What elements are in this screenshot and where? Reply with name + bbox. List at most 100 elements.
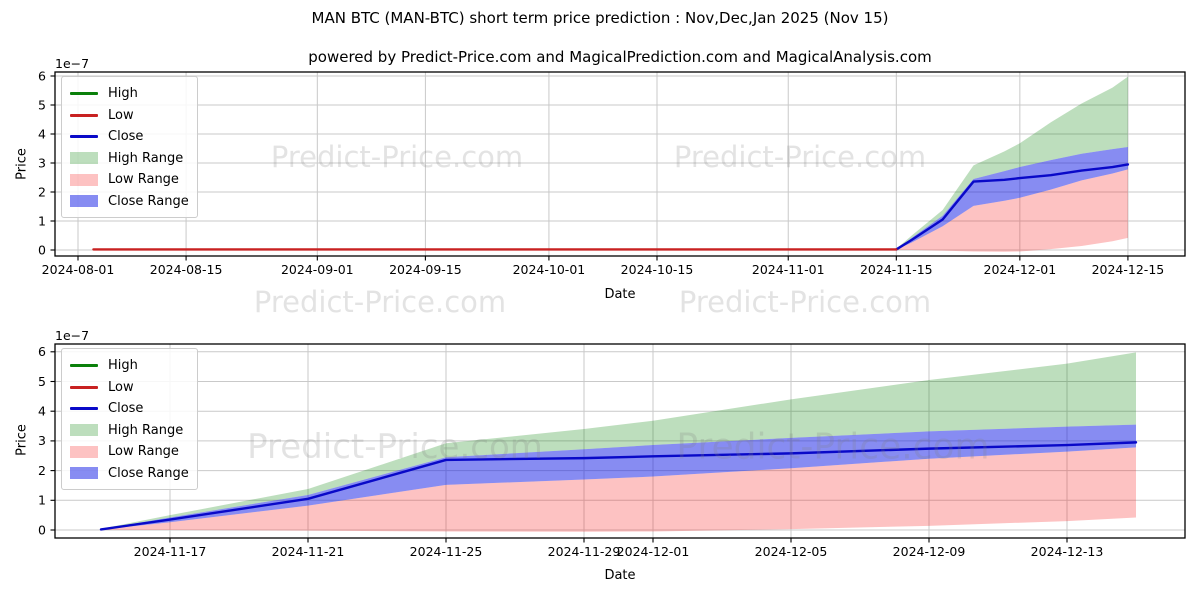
legend-item-close-range: Close Range bbox=[62, 463, 197, 485]
x-tick-label: 2024-11-15 bbox=[860, 262, 933, 277]
legend-patch-swatch bbox=[70, 195, 98, 208]
y-tick-label: 5 bbox=[38, 97, 46, 112]
legend-label: Low Range bbox=[108, 444, 179, 460]
legend-line-swatch bbox=[70, 113, 98, 117]
y-tick-label: 0 bbox=[38, 242, 46, 257]
line-close bbox=[99, 441, 1138, 531]
y-tick-label: 2 bbox=[38, 463, 46, 478]
legend-label: Low bbox=[108, 379, 134, 395]
x-tick-label: 2024-12-09 bbox=[893, 544, 966, 559]
legend-label: Close Range bbox=[108, 193, 189, 209]
y-tick-label: 4 bbox=[38, 126, 46, 141]
y-tick-label: 1 bbox=[38, 213, 46, 228]
legend-label: Close Range bbox=[108, 465, 189, 481]
y-tick-label: 3 bbox=[38, 433, 46, 448]
legend-patch-swatch bbox=[70, 424, 98, 437]
y-axis-label-bottom: Price bbox=[14, 424, 30, 456]
ticks-prediction-zoom-chart: 2024-11-17 2024-11-21 2024-11-25 2024-11-29… bbox=[38, 344, 1103, 559]
figure-title: MAN BTC (MAN-BTC) short term price predi… bbox=[311, 9, 889, 27]
legend-item-low: Low bbox=[62, 377, 197, 399]
legend-item-high: High bbox=[62, 83, 197, 105]
legend-item-close-range: Close Range bbox=[62, 191, 197, 213]
x-tick-label: 2024-12-01 bbox=[984, 262, 1057, 277]
y-tick-label: 1 bbox=[38, 493, 46, 508]
watermark-text: Predict-Price.com bbox=[674, 140, 926, 174]
legend-patch-swatch bbox=[70, 467, 98, 480]
x-tick-label: 2024-11-01 bbox=[752, 262, 825, 277]
legend-label: Close bbox=[108, 401, 144, 417]
axes-overview-chart: 2024-08-01 2024-08-15 2024-09-01 2024-09-15… bbox=[38, 68, 1186, 277]
x-tick-label: 2024-09-01 bbox=[281, 262, 354, 277]
x-tick-label: 2024-12-15 bbox=[1092, 262, 1165, 277]
legend-label: Low Range bbox=[108, 172, 179, 188]
spines-overview-chart bbox=[54, 71, 1186, 257]
y-axis-label-top: Price bbox=[14, 148, 30, 180]
y-tick-label: 0 bbox=[38, 522, 46, 537]
watermark-text: Predict-Price.com bbox=[271, 140, 523, 174]
legend-item-close: Close bbox=[62, 126, 197, 148]
legend-item-high: High bbox=[62, 355, 197, 377]
ticks-overview-chart: 2024-08-01 2024-08-15 2024-09-01 2024-09-15… bbox=[38, 68, 1164, 277]
x-tick-label: 2024-09-15 bbox=[389, 262, 462, 277]
y-tick-label: 6 bbox=[38, 68, 46, 83]
line-close bbox=[895, 163, 1130, 251]
grid-overview-chart bbox=[55, 72, 1185, 256]
legend-patch-swatch bbox=[70, 173, 98, 186]
band-high-range bbox=[896, 76, 1128, 250]
watermark-text: Predict-Price.com bbox=[254, 285, 506, 319]
x-tick-label: 2024-11-21 bbox=[272, 544, 345, 559]
legend-item-low-range: Low Range bbox=[62, 441, 197, 463]
plot-area-prediction-zoom-chart bbox=[99, 352, 1138, 532]
legend-item-high-range: High Range bbox=[62, 148, 197, 170]
x-axis-label-top: Date bbox=[604, 287, 636, 302]
legend-line-swatch bbox=[70, 385, 98, 389]
legend-line-swatch bbox=[70, 364, 98, 368]
y-tick-label: 4 bbox=[38, 404, 46, 419]
legend-label: Low bbox=[108, 107, 134, 123]
legend-patch-swatch bbox=[70, 152, 98, 165]
watermark-text: Predict-Price.com bbox=[247, 427, 543, 467]
legend-item-low-range: Low Range bbox=[62, 169, 197, 191]
x-tick-label: 2024-11-17 bbox=[134, 544, 207, 559]
watermark-text: Predict-Price.com bbox=[679, 285, 931, 319]
y-tick-label: 6 bbox=[38, 344, 46, 359]
legend-label: High bbox=[108, 86, 138, 102]
x-tick-label: 2024-10-15 bbox=[621, 262, 694, 277]
band-low-range bbox=[101, 447, 1136, 532]
legend-label: Close bbox=[108, 129, 144, 145]
legend-line-swatch bbox=[70, 407, 98, 411]
legend-patch-swatch bbox=[70, 445, 98, 458]
powered-by-subtitle: powered by Predict-Price.com and Magical… bbox=[308, 48, 932, 66]
band-low-range bbox=[896, 169, 1128, 252]
y-tick-label: 3 bbox=[38, 155, 46, 170]
legend-line-swatch bbox=[70, 135, 98, 139]
x-tick-label: 2024-12-01 bbox=[617, 544, 690, 559]
legend-label: High Range bbox=[108, 150, 184, 166]
axes-prediction-zoom-chart: 2024-11-17 2024-11-21 2024-11-25 2024-11-29… bbox=[38, 343, 1186, 559]
x-tick-label: 2024-12-05 bbox=[755, 544, 828, 559]
y-tick-label: 2 bbox=[38, 184, 46, 199]
x-tick-label: 2024-11-25 bbox=[410, 544, 483, 559]
watermark-text: Predict-Price.com bbox=[676, 427, 989, 468]
x-tick-label: 2024-11-29 bbox=[548, 544, 621, 559]
band-high-range bbox=[101, 352, 1136, 530]
legend-label: High bbox=[108, 358, 138, 374]
y-tick-label: 5 bbox=[38, 374, 46, 389]
x-tick-label: 2024-12-13 bbox=[1031, 544, 1104, 559]
plot-area-overview-chart bbox=[92, 76, 1130, 252]
legend-item-close: Close bbox=[62, 398, 197, 420]
legend-line-swatch bbox=[70, 92, 98, 96]
legend-top: High Low Close High Range Low Range Close Ran… bbox=[61, 76, 198, 218]
x-axis-label-bottom: Date bbox=[604, 568, 636, 583]
y-offset-label-top: 1e−7 bbox=[55, 56, 90, 71]
legend-bottom: High Low Close High Range Low Range Close Ran… bbox=[61, 348, 198, 490]
x-tick-label: 2024-08-01 bbox=[42, 262, 115, 277]
legend-item-low: Low bbox=[62, 105, 197, 127]
legend-item-high-range: High Range bbox=[62, 420, 197, 442]
x-tick-label: 2024-08-15 bbox=[150, 262, 223, 277]
legend-label: High Range bbox=[108, 422, 184, 438]
y-offset-label-bottom: 1e−7 bbox=[55, 328, 90, 343]
x-tick-label: 2024-10-01 bbox=[513, 262, 586, 277]
